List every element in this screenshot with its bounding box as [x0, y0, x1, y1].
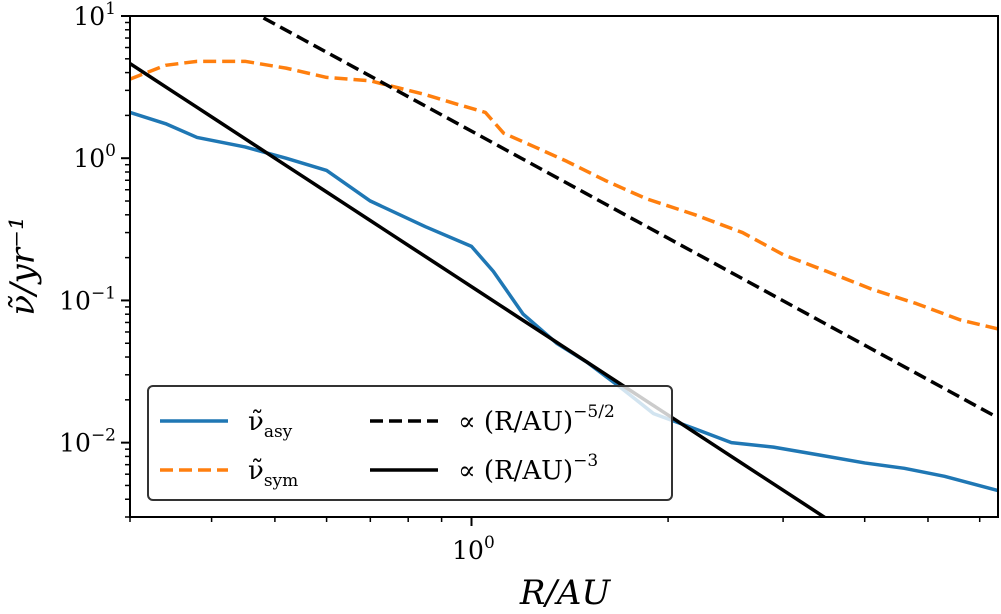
x-axis-label-text: R/AU	[519, 573, 612, 613]
y-tick-label-0: 101	[73, 0, 116, 31]
legend: ν̃asy ∝ (R/AU)−5/2ν̃sym ∝ (R/AU)−3	[147, 385, 673, 501]
series-layer	[130, 16, 998, 517]
y-tick-label-1: 100	[73, 141, 116, 173]
y-tick-label-2: 10−1	[59, 283, 116, 315]
legend-box	[147, 385, 673, 501]
series-line-2	[256, 16, 998, 420]
x-tick-label-0: 100	[452, 533, 495, 565]
plot-frame	[129, 15, 999, 518]
series-line-1	[130, 59, 998, 331]
y-axis-label-text: ν̃/yr⁻¹	[3, 216, 43, 315]
series-line-3	[130, 62, 828, 517]
y-axis-label: ν̃/yr⁻¹	[3, 216, 43, 315]
y-tick-label-3: 10−2	[59, 426, 116, 458]
x-axis-label: R/AU	[519, 573, 612, 613]
